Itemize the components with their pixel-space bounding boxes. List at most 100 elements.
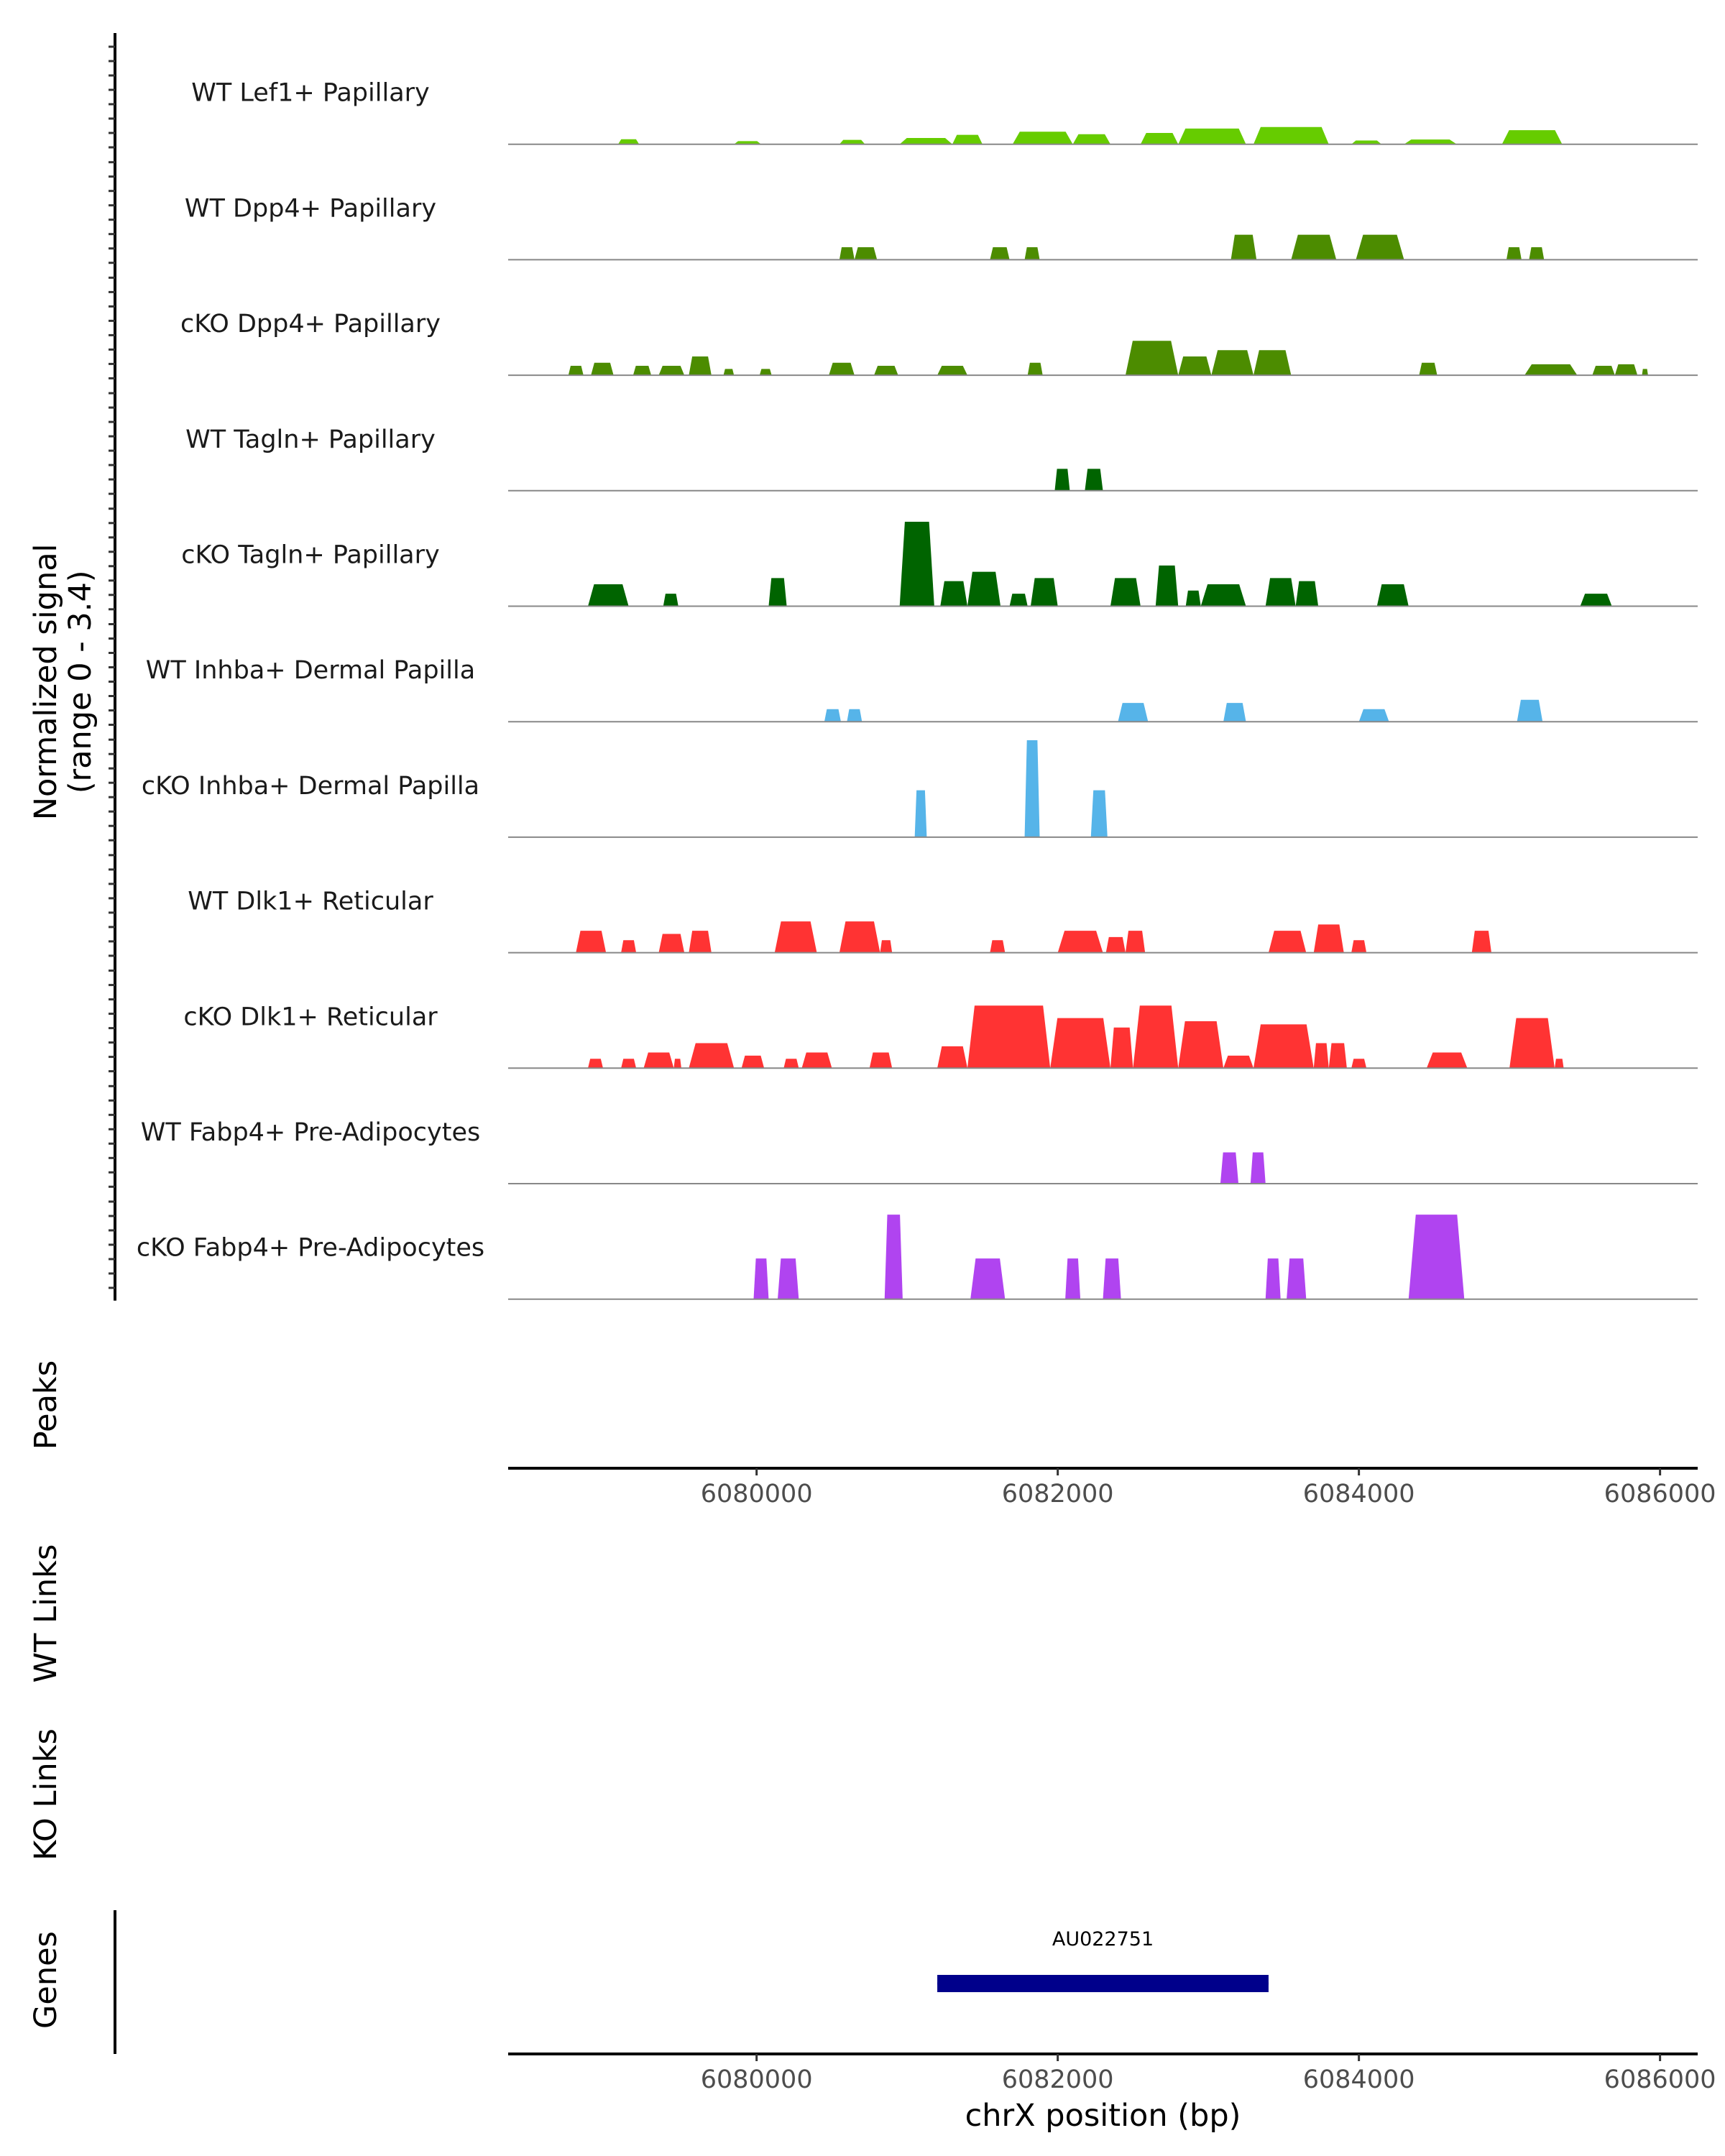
signal-region bbox=[734, 141, 761, 144]
track-label: cKO Dpp4+ Papillary bbox=[180, 310, 441, 338]
signal-region bbox=[632, 366, 652, 376]
signal-region bbox=[1554, 1059, 1564, 1069]
track-label: WT Tagln+ Papillary bbox=[185, 425, 436, 454]
signal-region bbox=[1220, 1152, 1239, 1184]
coverage-track: WT Fabp4+ Pre-Adipocytes bbox=[141, 1118, 1698, 1184]
signal-region bbox=[768, 578, 787, 607]
signal-region bbox=[658, 934, 685, 953]
signal-region bbox=[1351, 940, 1367, 953]
signal-region bbox=[741, 1055, 765, 1069]
signal-region bbox=[967, 571, 1001, 607]
signal-region bbox=[621, 940, 637, 953]
signal-region bbox=[1178, 356, 1212, 376]
signal-region bbox=[1211, 350, 1254, 376]
gene-label: AU022751 bbox=[1052, 1928, 1154, 1950]
signal-region bbox=[617, 139, 640, 144]
signal-region bbox=[829, 362, 855, 376]
signal-region bbox=[990, 940, 1006, 953]
signal-region bbox=[1642, 369, 1648, 376]
coverage-track: cKO Dlk1+ Reticular bbox=[183, 1003, 1698, 1069]
signal-region bbox=[1105, 936, 1126, 953]
signal-region bbox=[1253, 350, 1292, 376]
signal-region bbox=[880, 940, 893, 953]
signal-region bbox=[874, 366, 898, 376]
signal-region bbox=[937, 1046, 967, 1069]
signal-region bbox=[824, 709, 841, 722]
signal-region bbox=[689, 1043, 735, 1069]
signal-region bbox=[588, 1059, 603, 1069]
y-axis-label: Normalized signal(range 0 - 3.4) bbox=[28, 543, 98, 820]
signal-region bbox=[1200, 584, 1246, 607]
y-axis-title-line-2: (range 0 - 3.4) bbox=[63, 570, 98, 793]
signal-region bbox=[1592, 366, 1615, 376]
track-label: cKO Dlk1+ Reticular bbox=[183, 1003, 438, 1031]
signal-region bbox=[1253, 1024, 1314, 1069]
signal-region bbox=[1057, 931, 1103, 953]
signal-region bbox=[777, 1258, 799, 1299]
signal-region bbox=[689, 356, 712, 376]
coverage-track: cKO Dpp4+ Papillary bbox=[180, 310, 1698, 377]
signal-region bbox=[1265, 1258, 1281, 1299]
coverage-track: WT Tagln+ Papillary bbox=[185, 425, 1698, 492]
peaks-label: Peaks bbox=[28, 1360, 64, 1450]
signal-region bbox=[689, 931, 712, 953]
signal-region bbox=[1110, 578, 1141, 607]
signal-region bbox=[1009, 594, 1028, 607]
signal-region bbox=[1155, 565, 1179, 607]
signal-region bbox=[621, 1059, 637, 1069]
signal-region bbox=[1287, 1258, 1307, 1299]
signal-region bbox=[952, 134, 983, 144]
signal-region bbox=[1024, 247, 1040, 260]
track-label: cKO Tagln+ Papillary bbox=[181, 541, 440, 570]
genes-x-tick-label: 6086000 bbox=[1604, 2065, 1716, 2094]
track-label: WT Lef1+ Papillary bbox=[191, 79, 430, 108]
signal-region bbox=[1133, 1005, 1179, 1069]
track-label: cKO Fabp4+ Pre-Adipocytes bbox=[137, 1234, 484, 1263]
signal-region bbox=[1072, 134, 1110, 144]
track-label: WT Inhba+ Dermal Papilla bbox=[146, 656, 475, 685]
coverage-track: cKO Fabp4+ Pre-Adipocytes bbox=[137, 1215, 1698, 1300]
signal-region bbox=[1351, 140, 1382, 144]
signal-region bbox=[658, 366, 685, 376]
signal-region bbox=[759, 369, 772, 376]
track-label: cKO Inhba+ Dermal Papilla bbox=[142, 772, 479, 801]
signal-region bbox=[1419, 362, 1438, 376]
signal-region bbox=[576, 931, 607, 953]
signal-region bbox=[1110, 1027, 1133, 1069]
coverage-track: WT Inhba+ Dermal Papilla bbox=[146, 656, 1698, 723]
track-label: WT Dlk1+ Reticular bbox=[188, 888, 433, 916]
signal-region bbox=[673, 1059, 681, 1069]
peaks-x-tick-label: 6084000 bbox=[1303, 1480, 1415, 1508]
signal-region bbox=[1471, 931, 1491, 953]
signal-region bbox=[1090, 790, 1108, 837]
signal-region bbox=[1356, 234, 1404, 260]
signal-region bbox=[1408, 1215, 1465, 1299]
signal-region bbox=[899, 521, 934, 607]
coverage-tracks: WT Lef1+ Papillary WT Dpp4+ Papillary cKO … bbox=[137, 79, 1698, 1300]
signal-region bbox=[839, 921, 880, 953]
signal-region bbox=[1529, 247, 1545, 260]
signal-region bbox=[1253, 126, 1329, 144]
signal-region bbox=[1509, 1018, 1555, 1069]
signal-region bbox=[1358, 709, 1389, 722]
signal-region bbox=[1178, 1021, 1224, 1069]
signal-region bbox=[1351, 1059, 1367, 1069]
x-axis-title: chrX position (bp) bbox=[965, 2098, 1241, 2134]
peaks-panel: Peaks 6080000 6082000 6084000 6086000 bbox=[28, 1360, 1716, 1508]
signal-region bbox=[1118, 703, 1149, 722]
signal-region bbox=[801, 1052, 832, 1069]
links-panels: WT Links KO Links bbox=[28, 1544, 64, 1861]
signal-region bbox=[967, 1005, 1051, 1069]
signal-region bbox=[783, 1059, 799, 1069]
genes-x-tick-label: 6084000 bbox=[1303, 2065, 1415, 2094]
signal-region bbox=[1054, 469, 1070, 491]
signal-region bbox=[591, 362, 614, 376]
signal-region bbox=[1030, 578, 1058, 607]
signal-region bbox=[990, 247, 1010, 260]
signal-region bbox=[753, 1258, 769, 1299]
signal-region bbox=[1185, 590, 1201, 607]
signal-region bbox=[899, 137, 953, 144]
signal-region bbox=[1050, 1018, 1110, 1069]
signal-region bbox=[1614, 364, 1638, 376]
